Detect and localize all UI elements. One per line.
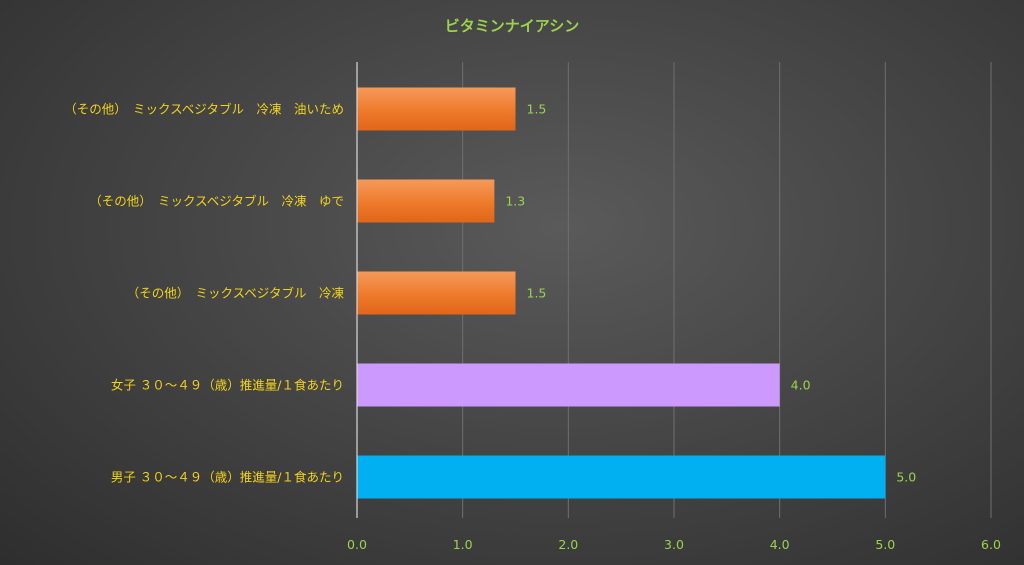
bar: [357, 363, 780, 407]
category-label: （その他） ミックスベジタブル 冷凍 ゆで: [89, 194, 344, 209]
data-label: 1.5: [527, 286, 547, 301]
category-label: 男子 ３０～４９（歳）推進量/１食あたり: [111, 470, 344, 485]
chart-title: ビタミンナイアシン: [445, 17, 579, 35]
x-tick-label: 0.0: [347, 537, 367, 552]
x-tick-label: 3.0: [664, 537, 684, 552]
x-tick-label: 4.0: [770, 537, 790, 552]
bar: [357, 179, 495, 223]
gridlines: [462, 62, 992, 518]
bar: [357, 87, 516, 131]
bars: [357, 87, 886, 499]
data-label: 4.0: [791, 378, 811, 393]
category-label: 女子 ３０～４９（歳）推進量/１食あたり: [111, 378, 344, 393]
bar: [357, 271, 516, 315]
labels: 0.0 1.0 2.0 3.0 4.0 5.0 6.0 （その他） ミックスベジタブル 冷凍 …: [64, 102, 1001, 553]
x-tick-label: 6.0: [981, 537, 1001, 552]
bar: [357, 455, 886, 499]
data-label: 1.5: [527, 102, 547, 117]
category-label: （その他） ミックスベジタブル 冷凍 油いため: [64, 102, 344, 117]
data-label: 1.3: [505, 194, 525, 209]
x-tick-label: 1.0: [453, 537, 473, 552]
x-tick-label: 5.0: [875, 537, 895, 552]
x-tick-label: 2.0: [558, 537, 578, 552]
category-label: （その他） ミックスベジタブル 冷凍: [127, 286, 345, 301]
data-label: 5.0: [896, 470, 916, 485]
